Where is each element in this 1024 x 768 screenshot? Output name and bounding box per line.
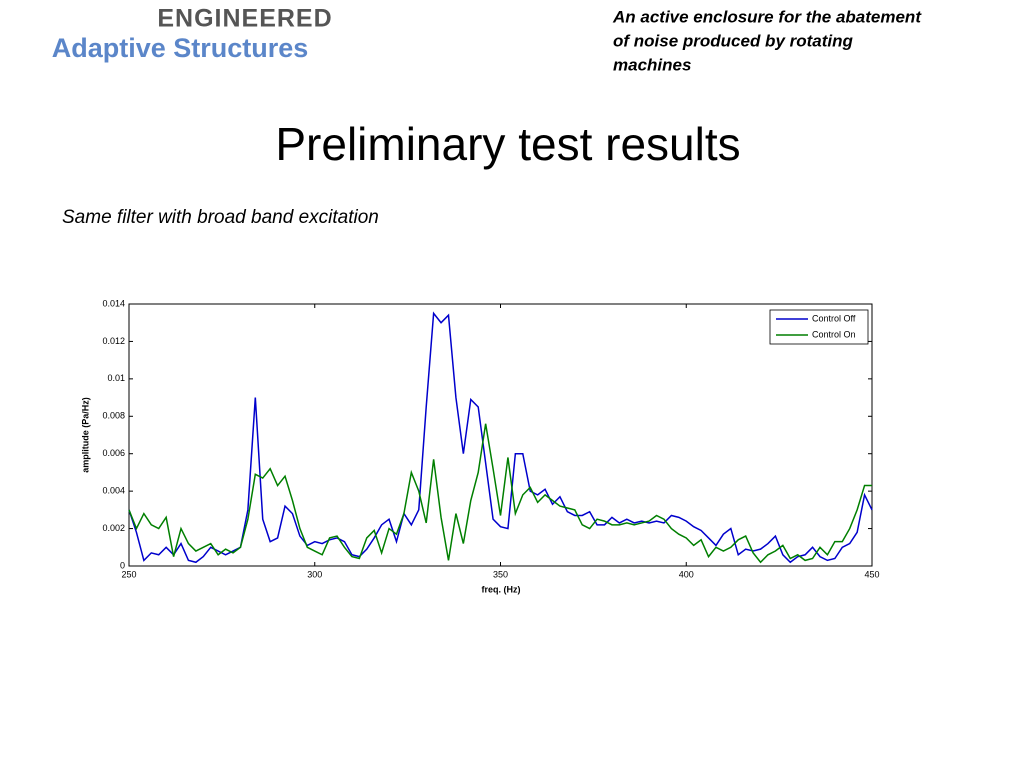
x-tick-label: 350 [493,569,508,579]
y-tick-label: 0.008 [102,411,125,421]
x-axis-label: freq. (Hz) [482,584,521,594]
x-tick-label: 300 [307,569,322,579]
logo-top: ENGINEERED [157,5,332,33]
legend-box [769,309,869,345]
y-tick-label: 0.004 [102,486,125,496]
x-tick-label: 450 [864,569,879,579]
subtitle: Same filter with broad band excitation [62,207,379,228]
logo-bottom: Adaptive Structures [52,33,309,63]
legend-label: Control On [812,329,856,339]
slide-title: Preliminary test results [275,118,740,170]
series-line [128,311,873,564]
x-tick-label: 250 [121,569,136,579]
series-line [128,423,872,564]
y-axis-label: amplitude (Pa/Hz) [80,397,90,473]
y-tick-label: 0.01 [107,373,125,383]
y-tick-label: 0.006 [102,448,125,458]
header-line: of noise produced by rotating [613,31,854,50]
y-tick-label: 0 [120,560,125,570]
legend-label: Control Off [812,313,856,323]
y-tick-label: 0.014 [102,298,125,308]
x-tick-label: 400 [679,569,694,579]
header-line: machines [613,55,691,74]
y-tick-label: 0.012 [102,336,125,346]
y-tick-label: 0.002 [102,523,125,533]
header-line: An active enclosure for the abatement [612,7,922,26]
